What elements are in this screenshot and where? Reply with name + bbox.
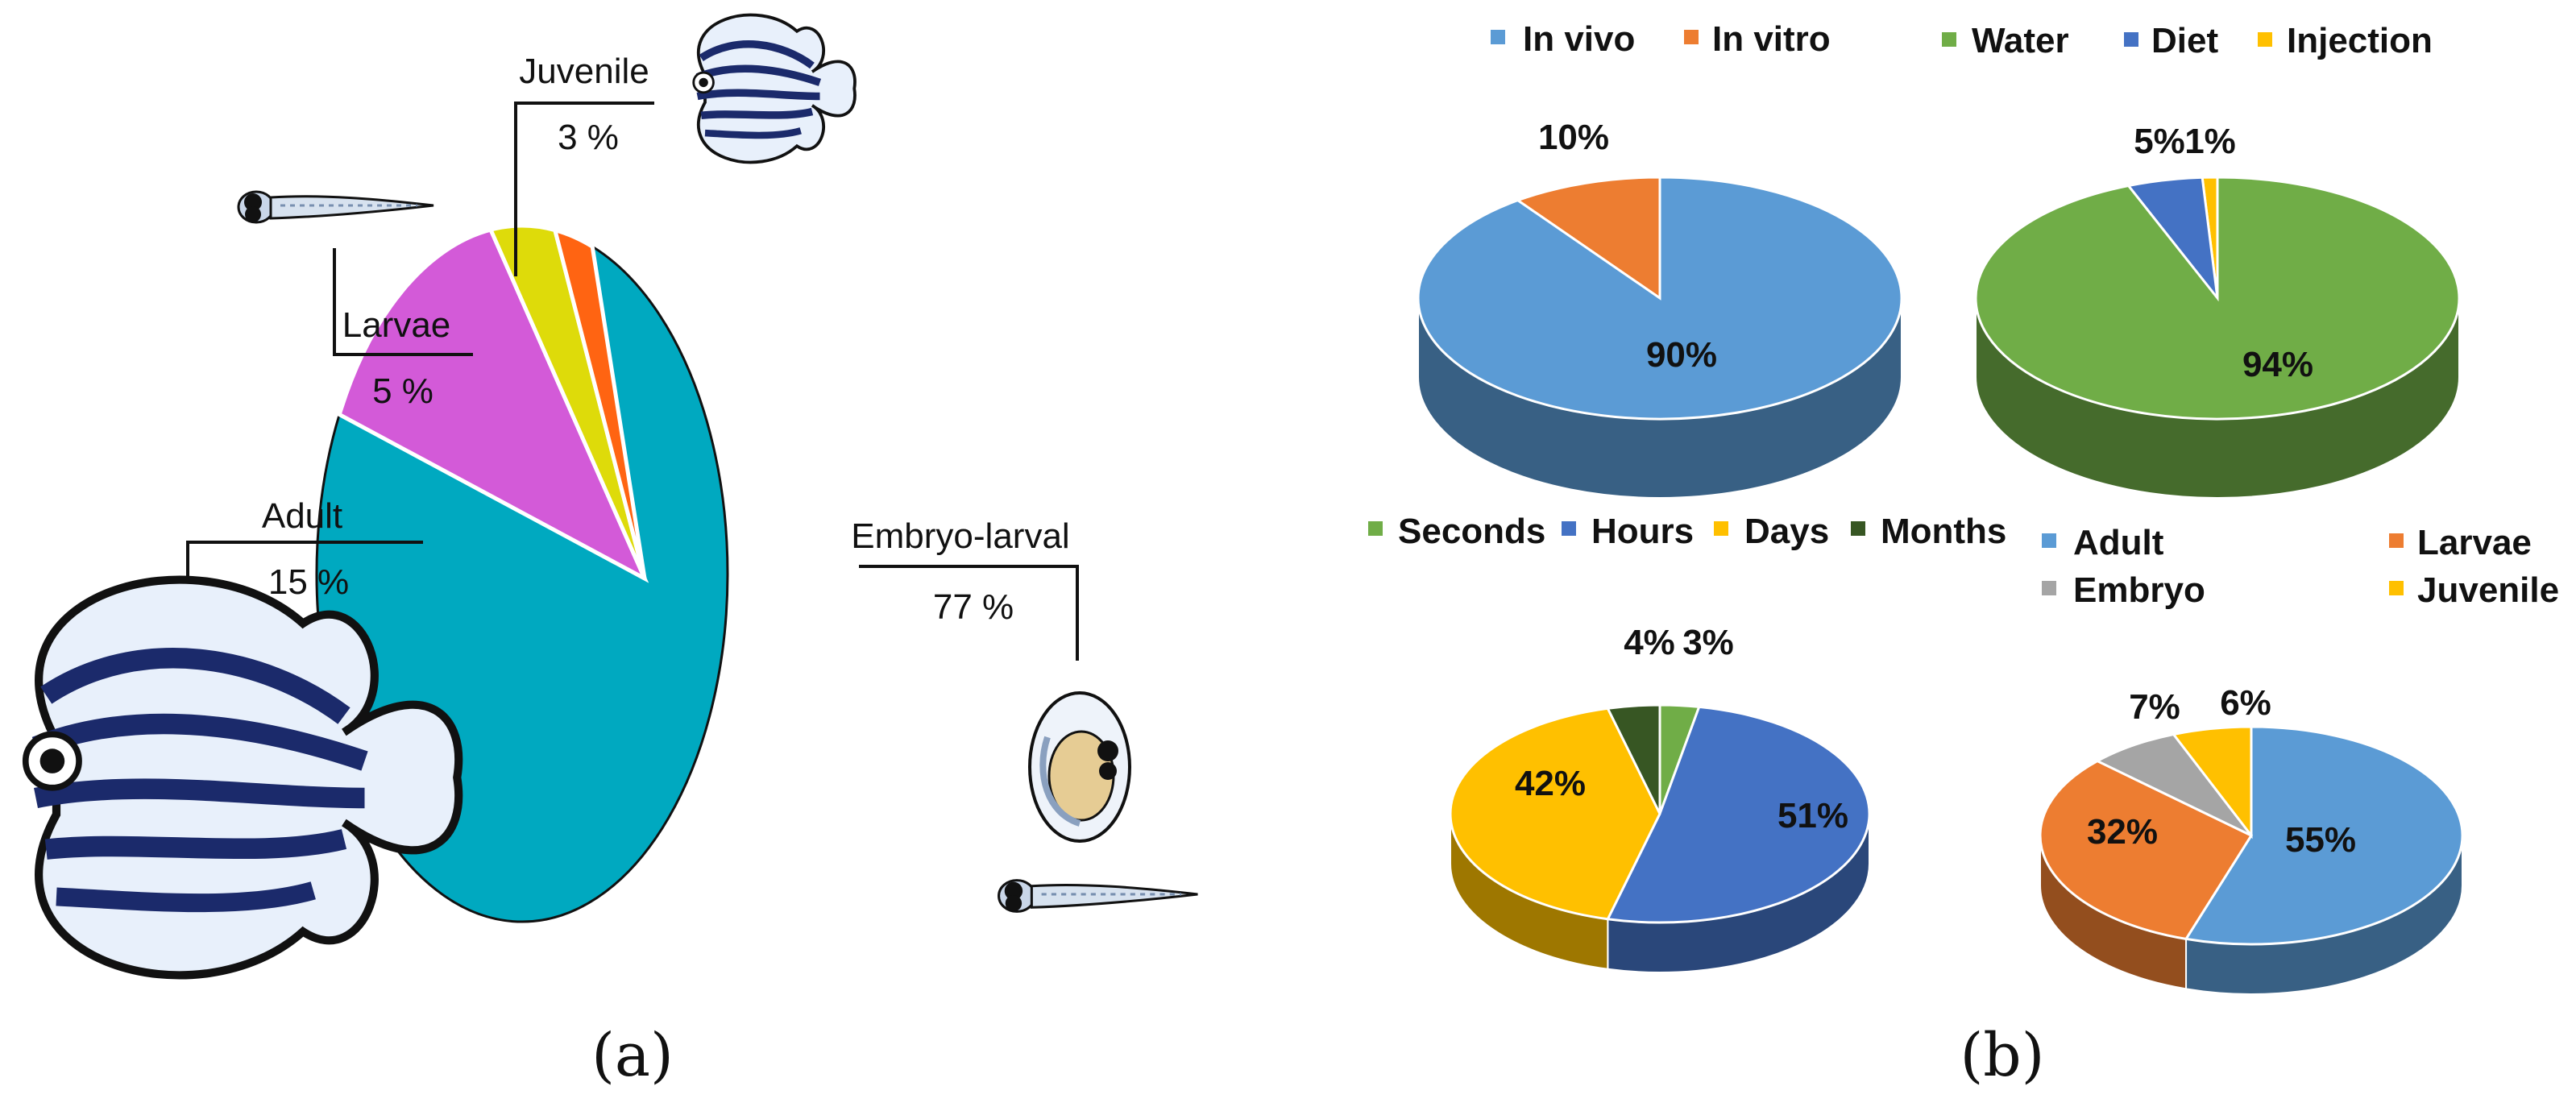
exposure-label-injection: 1% bbox=[2184, 122, 2236, 161]
slice-adult bbox=[2184, 725, 2464, 946]
juvenile-label: Juvenile bbox=[519, 52, 649, 91]
legend-swatch-months bbox=[1851, 521, 1865, 536]
stage-legend: Adult Larvae Embryo Juvenile bbox=[2042, 523, 2559, 610]
slice-embryo bbox=[2094, 732, 2253, 837]
slice-adult bbox=[337, 227, 649, 583]
duration-legend: Seconds Hours Days Months bbox=[1368, 512, 2006, 551]
legend-label-in-vivo: In vivo bbox=[1523, 19, 1635, 59]
stage-label-embryo: 7% bbox=[2129, 687, 2180, 727]
slice-days bbox=[1449, 707, 1661, 921]
slice-juvenile bbox=[552, 227, 647, 579]
exposure-pie bbox=[1974, 176, 2461, 499]
slice-juvenile bbox=[2171, 725, 2253, 840]
duration-label-seconds: 3% bbox=[1682, 623, 1734, 662]
legend-swatch-embryo bbox=[2042, 581, 2056, 595]
legend-label-diet: Diet bbox=[2151, 21, 2218, 60]
legend-swatch-in-vitro bbox=[1684, 30, 1699, 44]
stage-pie bbox=[2039, 725, 2464, 995]
exposure-label-diet: 5% bbox=[2134, 122, 2185, 161]
stage-label-adult: 55% bbox=[2285, 820, 2356, 860]
slice-months bbox=[1606, 703, 1661, 815]
legend-swatch-juvenile bbox=[2389, 581, 2404, 595]
legend-label-seconds: Seconds bbox=[1398, 512, 1545, 551]
panel-a: Juvenile 3 % Larvae 5 % Adult 15 % Embry… bbox=[26, 15, 1199, 1090]
exposure-legend: Water Diet Injection bbox=[1942, 21, 2433, 60]
larvae-value: 5 % bbox=[372, 371, 433, 411]
larvae-label: Larvae bbox=[342, 305, 451, 345]
legend-label-larvae: Larvae bbox=[2417, 523, 2532, 562]
legend-swatch-in-vivo bbox=[1491, 30, 1505, 44]
embryo-illustration bbox=[1028, 691, 1131, 843]
legend-label-adult: Adult bbox=[2073, 523, 2164, 562]
legend-swatch-diet bbox=[2124, 32, 2138, 47]
juvenile-leader bbox=[514, 102, 654, 276]
legend-swatch-adult bbox=[2042, 533, 2056, 548]
embryo-larval-value: 77 % bbox=[933, 587, 1014, 627]
slice-larvae bbox=[2039, 759, 2254, 941]
legend-label-injection: Injection bbox=[2287, 21, 2433, 60]
panel-b: In vivo In vitro Water Diet Injection Se… bbox=[1368, 19, 2559, 1090]
duration-label-months: 4% bbox=[1624, 623, 1675, 662]
slice-in-vivo bbox=[1417, 176, 1903, 421]
embryo-larval-label: Embryo-larval bbox=[851, 516, 1069, 556]
duration-label-days: 42% bbox=[1515, 764, 1586, 803]
slice-in-vitro bbox=[1515, 176, 1661, 301]
legend-swatch-hours bbox=[1562, 521, 1576, 536]
duration-pie bbox=[1449, 703, 1871, 974]
legend-label-embryo: Embryo bbox=[2073, 570, 2205, 610]
legend-label-months: Months bbox=[1881, 512, 2006, 551]
legend-label-days: Days bbox=[1744, 512, 1829, 551]
slice-hours bbox=[1606, 705, 1871, 924]
embryo-leader bbox=[859, 565, 1079, 661]
legend-label-juvenile: Juvenile bbox=[2417, 570, 2559, 610]
legend-swatch-water bbox=[1942, 32, 1956, 47]
legend-swatch-injection bbox=[2258, 32, 2272, 47]
method-pie bbox=[1417, 176, 1903, 499]
legend-swatch-days bbox=[1714, 521, 1728, 536]
legend-label-in-vitro: In vitro bbox=[1712, 19, 1831, 59]
larva-illustration-top bbox=[237, 190, 435, 224]
legend-swatch-larvae bbox=[2389, 533, 2404, 548]
juvenile-fish-illustration bbox=[694, 15, 855, 163]
larva-illustration-bottom bbox=[998, 879, 1199, 913]
legend-label-water: Water bbox=[1972, 21, 2069, 60]
stage-label-juvenile: 6% bbox=[2220, 683, 2271, 723]
method-legend: In vivo In vitro bbox=[1491, 19, 1831, 59]
adult-label: Adult bbox=[262, 496, 342, 536]
adult-value: 15 % bbox=[268, 562, 349, 602]
stage-label-larvae: 32% bbox=[2087, 812, 2158, 852]
legend-label-hours: Hours bbox=[1591, 512, 1694, 551]
exposure-label-water: 94% bbox=[2242, 345, 2313, 384]
juvenile-value: 3 % bbox=[558, 118, 619, 157]
slice-water bbox=[1974, 176, 2461, 421]
legend-swatch-seconds bbox=[1368, 521, 1383, 536]
method-label-in-vitro: 10% bbox=[1538, 118, 1609, 157]
larvae-leader bbox=[333, 248, 473, 356]
method-label-in-vivo: 90% bbox=[1646, 335, 1717, 375]
panel-b-caption: (b) bbox=[1960, 1021, 2044, 1090]
duration-label-hours: 51% bbox=[1777, 796, 1848, 835]
panel-a-caption: (a) bbox=[591, 1021, 674, 1090]
